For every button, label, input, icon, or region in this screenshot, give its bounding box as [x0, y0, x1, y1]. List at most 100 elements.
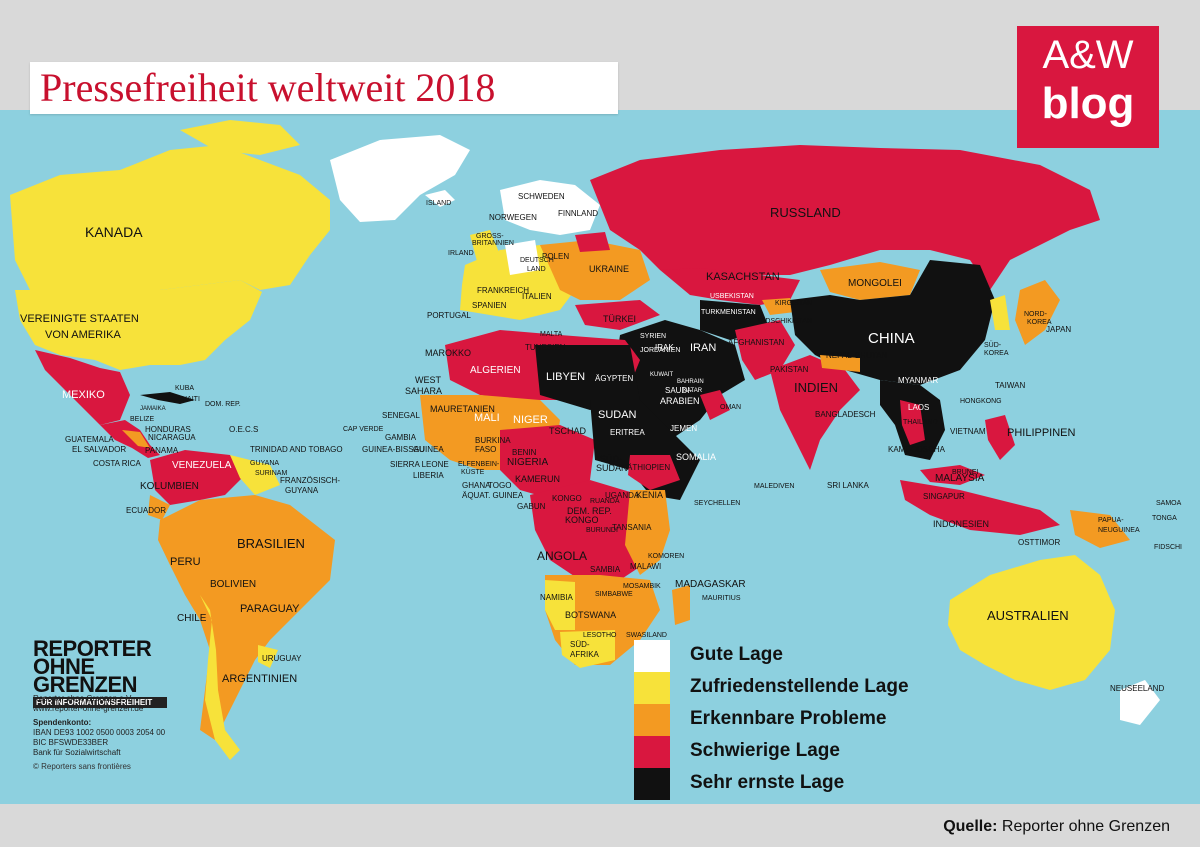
country-label: KENIA	[636, 490, 663, 500]
legend-item-erkennbare-probleme: Erkennbare Probleme	[634, 704, 1034, 736]
country-label: NIGER	[513, 414, 548, 426]
legend-swatch	[634, 640, 670, 672]
country-label: TURKMENISTAN	[701, 309, 756, 316]
country-label: ÄGYPTEN	[595, 374, 633, 383]
country-label: KOREA	[984, 350, 1009, 357]
country-label: PAPUA-	[1098, 517, 1124, 524]
region-canada-arctic	[180, 120, 300, 155]
country-label: MOSAMBIK	[623, 583, 661, 590]
country-label: BURUNDI	[586, 527, 618, 534]
country-label: CHILE	[177, 613, 207, 624]
country-label: MEXIKO	[62, 389, 105, 401]
country-label: AUSTRALIEN	[987, 608, 1069, 623]
region-venezuela-colombia	[150, 450, 245, 505]
country-label: USBEKISTAN	[710, 293, 754, 300]
country-label: SÜD-	[570, 640, 590, 649]
legend-label: Zufriedenstellende Lage	[690, 676, 909, 697]
country-label: SAMBIA	[590, 565, 621, 574]
country-label: BENIN	[512, 448, 537, 457]
country-label: NEUSEELAND	[1110, 684, 1164, 693]
country-label: JAPAN	[1046, 325, 1071, 334]
country-label: POLEN	[542, 252, 569, 261]
country-label: INDONESIEN	[933, 519, 989, 529]
country-label: GAMBIA	[385, 433, 417, 442]
country-label: TAIWAN	[995, 381, 1025, 390]
legend-label: Erkennbare Probleme	[690, 708, 887, 729]
country-label: FINNLAND	[558, 209, 598, 218]
country-label: VIETNAM	[950, 427, 986, 436]
country-label: NEUGUINEA	[1098, 527, 1140, 534]
country-label: VEREINIGTE STAATEN	[20, 313, 139, 325]
country-label: LIBYEN	[546, 371, 585, 383]
country-label: GUATEMALA	[65, 435, 114, 444]
country-label: HAITI	[182, 396, 200, 403]
country-label: AFGHANISTAN	[728, 338, 785, 347]
region-philippines	[985, 415, 1015, 460]
country-label: TADSCHIKISTAN	[757, 318, 812, 325]
country-label: GUINEA	[413, 445, 444, 454]
region-turkey	[575, 300, 660, 330]
legend-swatch	[634, 704, 670, 736]
country-label: SIERRA LEONE	[390, 460, 449, 469]
country-label: LAND	[527, 266, 546, 273]
page-title: Pressefreiheit weltweit 2018	[40, 65, 496, 110]
rsf-bank-title: Spendenkonto:	[33, 718, 92, 727]
region-libya-egypt	[535, 345, 640, 410]
country-label: LESOTHO	[583, 632, 617, 639]
country-label: MALTA	[540, 331, 563, 338]
country-label: KOREA	[1027, 319, 1052, 326]
country-label: GHANA	[462, 481, 491, 490]
country-label: WEST	[415, 375, 442, 385]
country-label: SAMOA	[1156, 500, 1182, 507]
country-label: BAHRAIN	[677, 379, 704, 385]
region-guyanas	[230, 455, 280, 495]
region-india	[770, 355, 860, 470]
country-label: BELIZE	[130, 416, 154, 423]
country-label: ÄTHIOPIEN	[627, 463, 670, 472]
country-label: KÜSTE	[461, 468, 485, 476]
country-label: SÜD-	[600, 454, 622, 464]
rsf-logo-line1: REPORTER	[33, 636, 152, 661]
country-label: KIRGISTAN	[775, 300, 812, 307]
country-label: VENEZUELA	[172, 460, 232, 471]
country-label: TÜRKEI	[603, 314, 636, 324]
region-papua	[1070, 510, 1130, 548]
region-nicaragua	[122, 430, 150, 448]
country-label: ARGENTINIEN	[222, 673, 297, 685]
country-label: JEMEN	[670, 424, 697, 433]
region-ecuador	[148, 495, 170, 520]
country-label: SRI LANKA	[827, 481, 869, 490]
country-label: FRANZÖSISCH-	[280, 476, 340, 485]
region-madagascar	[672, 585, 690, 625]
country-label: SÜD-	[984, 341, 1002, 349]
country-label: DOM. REP.	[205, 401, 241, 408]
country-label: TOGO	[488, 481, 511, 490]
rsf-website: www.reporter-ohne-grenzen.de	[33, 704, 144, 713]
legend-item-schwierige-lage: Schwierige Lage	[634, 736, 1034, 768]
country-label: UKRAINE	[589, 264, 629, 274]
region-mongolia	[820, 262, 920, 300]
country-label: SOMALIA	[676, 452, 716, 462]
country-label: MAURITIUS	[702, 595, 741, 602]
rsf-org-name: Reporter ohne Grenzen e.V.	[33, 694, 133, 703]
country-label: SUDAN	[596, 463, 628, 473]
region-japan	[1015, 280, 1060, 345]
country-label: KONGO	[565, 515, 599, 525]
country-label: ECUADOR	[126, 506, 166, 515]
country-label: SUDAN	[598, 409, 637, 421]
region-australia	[948, 555, 1115, 690]
legend-swatch	[634, 768, 670, 800]
country-label: ARABIEN	[660, 396, 700, 406]
country-label: IRAN	[690, 342, 716, 354]
country-label: BOTSWANA	[565, 610, 616, 620]
country-label: OMAN	[720, 404, 741, 411]
country-label: GROSS-	[476, 233, 504, 240]
country-label: DEM. REP.	[567, 506, 612, 516]
country-label: JAMAIKA	[140, 406, 166, 412]
country-label: HONGKONG	[960, 398, 1002, 405]
region-w-europe	[460, 245, 575, 320]
region-thailand	[900, 400, 925, 445]
country-label: VON AMERIKA	[45, 329, 121, 341]
country-label: ÄQUAT. GUINEA	[462, 491, 524, 500]
